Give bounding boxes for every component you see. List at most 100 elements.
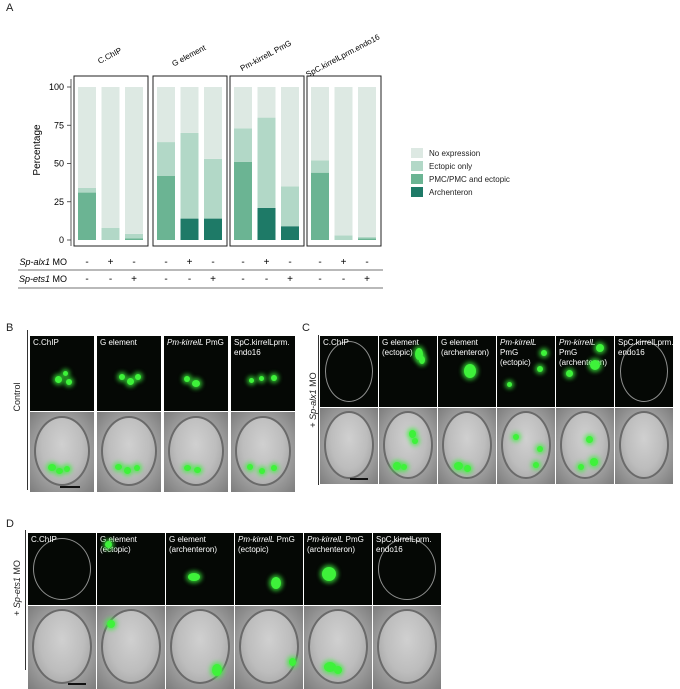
image-tile: SpC.kirrelLprm. endo16	[615, 336, 673, 407]
image-tile	[30, 412, 94, 492]
bar-segment-ect	[358, 236, 376, 239]
gfp-spot	[48, 464, 56, 471]
gfp-spot	[56, 468, 63, 474]
gfp-spot	[66, 379, 72, 385]
embryo-outline	[378, 538, 436, 600]
bar-segment-none	[78, 87, 96, 188]
embryo	[560, 411, 610, 479]
gfp-spot	[513, 434, 519, 440]
tile-label: SpC.kirrelLprm. endo16	[234, 338, 290, 358]
control-label: Control	[12, 382, 22, 412]
side-label-rest: MO	[308, 372, 318, 390]
side-label-italic: Sp-ets1	[12, 577, 22, 609]
tile-label: G element (ectopic)	[100, 535, 137, 555]
legend-label: Ectopic only	[429, 161, 473, 171]
bar-segment-ect	[157, 142, 175, 176]
alx1-mo-label: + Sp-alx1 MO	[308, 365, 318, 435]
tile-label: Pm-kirrelL PmG (archenteron)	[559, 338, 614, 368]
legend-item-pmc: PMC/PMC and ectopic	[411, 174, 510, 184]
tile-label-italic: Pm-kirrelL	[238, 535, 275, 544]
y-tick-label: 75	[54, 120, 64, 130]
tile-label: Pm-kirrelL PmG	[167, 338, 224, 348]
embryo	[32, 609, 92, 684]
tile-label: G element (archenteron)	[441, 338, 489, 358]
side-label-prefix: +	[308, 419, 318, 428]
legend-item-ectopic-only: Ectopic only	[411, 161, 472, 171]
bar-segment-none	[358, 87, 376, 237]
image-tile: G element	[97, 336, 161, 411]
scale-bar	[60, 486, 80, 488]
tile-label-line2: (ectopic)	[500, 358, 531, 367]
scale-bar	[68, 683, 86, 685]
bar-segment-none	[281, 87, 299, 187]
bar-segment-ect	[311, 160, 329, 173]
bar-segment-none	[125, 87, 143, 234]
side-divider	[27, 330, 28, 490]
gfp-spot	[271, 375, 277, 381]
image-tile	[615, 408, 673, 484]
condition-sign: -	[342, 274, 345, 285]
bar-segment-ect	[101, 227, 120, 240]
bar-segment-pmc	[358, 238, 376, 240]
facet-frame	[73, 75, 149, 247]
image-tile: Pm-kirrelL PmG (archenteron)	[304, 533, 372, 605]
tile-label-rest: PmG	[343, 535, 364, 544]
tile-label-rest: PmG	[203, 338, 224, 347]
bar-segment-pmc	[125, 238, 143, 240]
gfp-spot	[415, 348, 423, 360]
condition-sign: -	[188, 274, 191, 285]
image-tile: C.ChIP	[30, 336, 94, 411]
gfp-spot	[259, 376, 264, 381]
gfp-spot	[249, 378, 254, 383]
bar-segment-ect	[334, 235, 353, 240]
condition-label: Sp-alx1 MO	[19, 257, 67, 267]
facet-title: G element	[170, 43, 207, 69]
gfp-spot	[289, 658, 296, 666]
panel-c-letter: C	[302, 322, 310, 334]
bar-segment-none	[204, 87, 222, 159]
image-tile	[164, 412, 228, 492]
stacked-bar-chart: Percentage 0 25 50 75 100 C.ChIP G element Pm-…	[18, 32, 383, 289]
condition-sign: +	[187, 257, 193, 268]
tile-label-line2: (archenteron)	[559, 358, 608, 367]
condition-label-rest: MO	[50, 274, 67, 284]
image-tile	[438, 408, 496, 484]
condition-sign: -	[85, 257, 88, 268]
image-tile: Pm-kirrelL PmG (ectopic)	[497, 336, 555, 407]
gfp-spot	[107, 620, 115, 628]
bar-segment-ect	[281, 186, 299, 227]
panel-b-letter: B	[6, 322, 14, 334]
gfp-spot	[324, 662, 336, 672]
condition-label-italic: Sp-alx1	[19, 257, 50, 267]
image-tile: C.ChIP	[320, 336, 378, 407]
side-divider	[318, 335, 319, 485]
tile-label-rest: PmG	[274, 535, 295, 544]
bar-segment-pmc	[78, 192, 96, 240]
gfp-spot	[334, 666, 342, 674]
embryo	[235, 416, 291, 486]
condition-sign: -	[164, 274, 167, 285]
gfp-spot	[212, 664, 222, 676]
gfp-spot	[590, 360, 600, 370]
legend-item-no-expression: No expression	[411, 148, 480, 158]
condition-label: Sp-ets1 MO	[19, 274, 67, 284]
tile-label-line2: (ectopic)	[100, 545, 131, 554]
gfp-spot	[127, 378, 134, 385]
image-tile: Pm-kirrelL PmG (archenteron)	[556, 336, 614, 407]
condition-sign: +	[108, 257, 114, 268]
tile-label-line2: (ectopic)	[238, 545, 269, 554]
image-tile: G element (archenteron)	[438, 336, 496, 407]
condition-label-rest: MO	[50, 257, 67, 267]
tile-label-line2: (archenteron)	[169, 545, 218, 554]
embryo	[101, 416, 157, 486]
facet-title: C.ChIP	[96, 46, 123, 66]
condition-sign: -	[288, 257, 291, 268]
gfp-spot	[566, 370, 573, 377]
bar-segment-arch	[180, 218, 199, 240]
bar-segment-arch	[257, 207, 276, 240]
gfp-spot	[124, 467, 131, 474]
facet-frame	[229, 75, 305, 247]
gfp-spot	[192, 380, 200, 387]
embryo	[377, 609, 437, 684]
legend-swatch	[411, 148, 423, 158]
